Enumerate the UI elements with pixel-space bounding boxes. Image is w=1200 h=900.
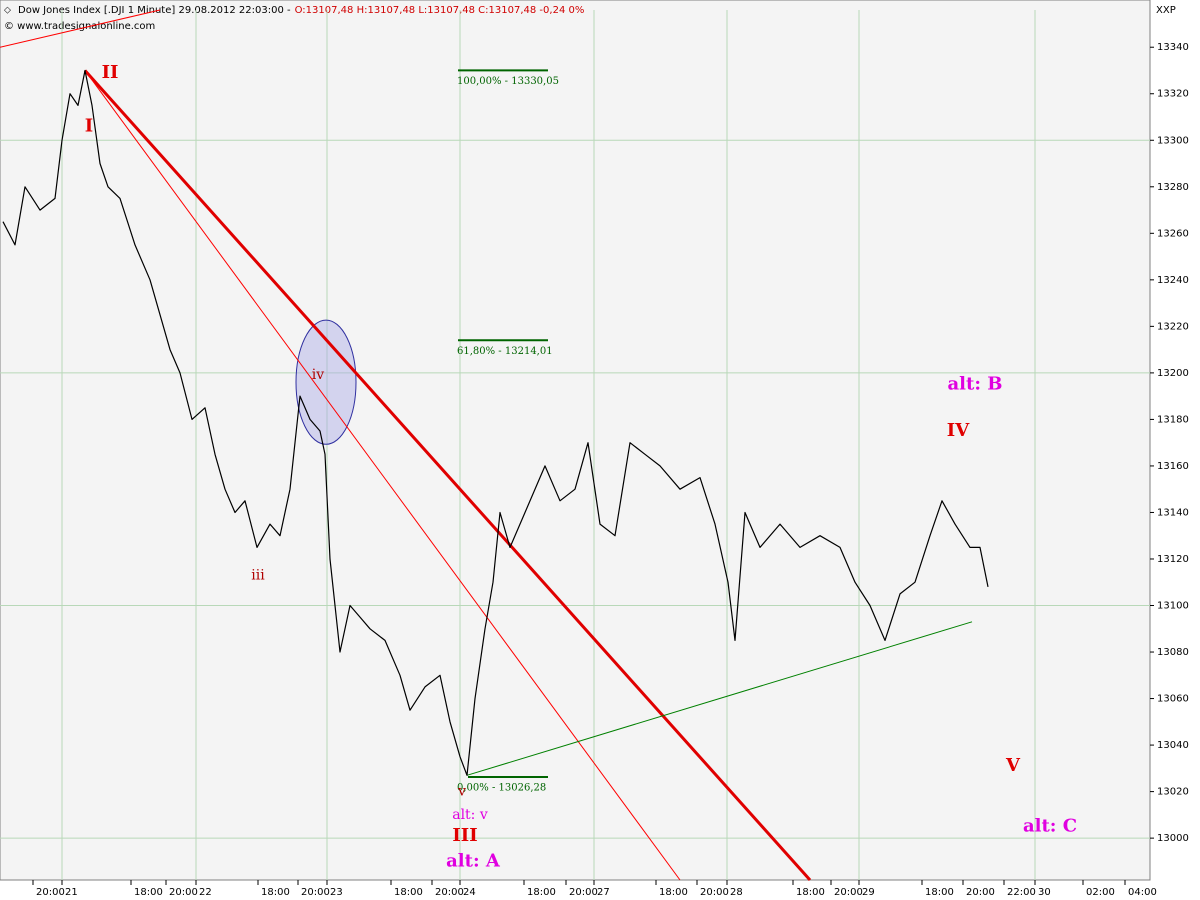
y-tick-label: 13260	[1157, 228, 1189, 239]
y-tick-label: 13000	[1157, 833, 1189, 844]
x-tick-label: 20:00	[569, 887, 598, 898]
x-tick-label: 30	[1038, 887, 1051, 898]
wave-label: alt: v	[452, 807, 488, 823]
currency: XXP	[1156, 5, 1176, 16]
y-tick-label: 13300	[1157, 135, 1189, 146]
fib-label: 61,80% - 13214,01	[457, 346, 553, 357]
x-tick-label: 21	[65, 887, 78, 898]
trendline	[0, 9, 161, 48]
fib-label: 0,00% - 13026,28	[457, 782, 546, 793]
x-tick-label: 20:00	[966, 887, 995, 898]
highlight-ellipse	[295, 319, 357, 445]
ohlc-text: O:13107,48 H:13107,48 L:13107,48 C:13107…	[295, 5, 585, 16]
wave-label: alt: B	[948, 374, 1003, 395]
wave-label: III	[452, 825, 477, 846]
trendline	[466, 621, 973, 776]
wave-label: v	[457, 784, 466, 800]
trendline	[84, 70, 681, 881]
y-tick-label: 13200	[1157, 368, 1189, 379]
y-tick-label: 13080	[1157, 647, 1189, 658]
y-tick-label: 13160	[1157, 461, 1189, 472]
wave-label: alt: A	[446, 850, 501, 871]
x-tick-label: 20:00	[169, 887, 198, 898]
y-tick-label: 13320	[1157, 89, 1189, 100]
trendline	[83, 69, 812, 882]
x-tick-label: 22	[199, 887, 212, 898]
wave-label: iii	[251, 567, 265, 583]
x-tick-label: 20:00	[301, 887, 330, 898]
x-tick-label: 24	[463, 887, 476, 898]
x-tick-label: 20:00	[36, 887, 65, 898]
wave-label: I	[85, 115, 93, 136]
x-tick-label: 29	[862, 887, 875, 898]
x-tick-label: 18:00	[261, 887, 290, 898]
y-tick-label: 13120	[1157, 554, 1189, 565]
x-tick-label: 20:00	[834, 887, 863, 898]
wave-label: V	[1005, 755, 1021, 776]
y-tick-label: 13140	[1157, 507, 1189, 518]
x-tick-label: 18:00	[925, 887, 954, 898]
x-tick-label: 18:00	[134, 887, 163, 898]
wave-label: iv	[312, 367, 324, 383]
y-tick-label: 13100	[1157, 601, 1189, 612]
chart-title: Dow Jones Index [.DJI 1 Minute] 29.08.20…	[18, 5, 291, 16]
wave-label: alt: C	[1023, 815, 1077, 836]
y-tick-label: 13060	[1157, 694, 1189, 705]
y-tick-label: 13340	[1157, 42, 1189, 53]
x-tick-label: 18:00	[527, 887, 556, 898]
fib-label: 100,00% - 13330,05	[457, 76, 559, 87]
plot-area	[0, 0, 1151, 881]
x-tick-label: 28	[730, 887, 743, 898]
y-tick-label: 13240	[1157, 275, 1189, 286]
x-tick-label: 18:00	[796, 887, 825, 898]
x-tick-label: 02:00	[1086, 887, 1115, 898]
price-line	[2, 69, 989, 776]
x-tick-label: 20:00	[435, 887, 464, 898]
y-tick-label: 13180	[1157, 414, 1189, 425]
x-tick-label: 22:00	[1007, 887, 1036, 898]
x-tick-label: 18:00	[394, 887, 423, 898]
copyright: © www.tradesignalonline.com	[4, 21, 155, 32]
wave-label: IV	[947, 420, 970, 441]
header-icon: ◇	[4, 6, 11, 16]
y-tick-label: 13040	[1157, 740, 1189, 751]
x-tick-label: 18:00	[659, 887, 688, 898]
x-tick-label: 23	[330, 887, 343, 898]
y-tick-label: 13280	[1157, 182, 1189, 193]
x-tick-label: 20:00	[700, 887, 729, 898]
x-tick-label: 27	[597, 887, 610, 898]
y-tick-label: 13020	[1157, 787, 1189, 798]
y-tick-label: 13220	[1157, 321, 1189, 332]
wave-label: II	[102, 62, 119, 83]
x-tick-label: 04:00	[1128, 887, 1157, 898]
